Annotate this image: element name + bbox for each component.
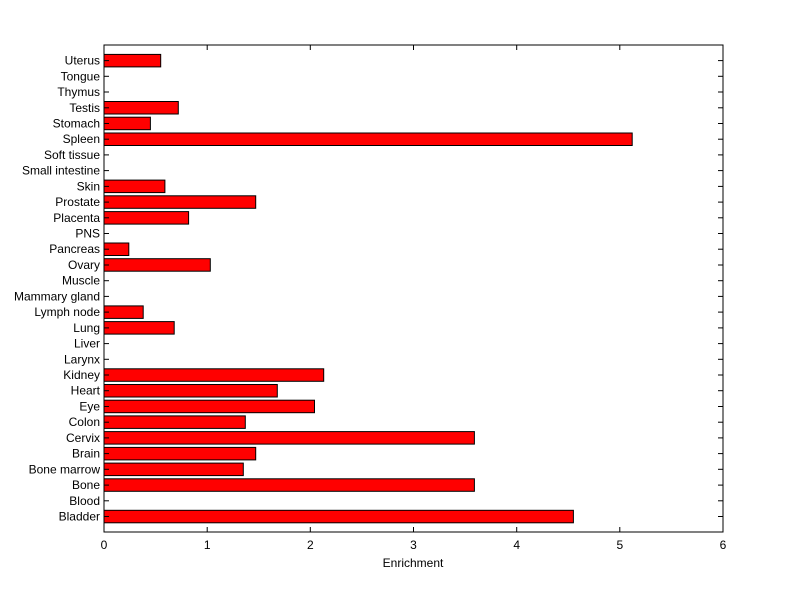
bar-lung <box>103 321 175 335</box>
y-tick-label: Thymus <box>57 85 100 99</box>
y-tick-label: Bone marrow <box>29 462 101 476</box>
y-tick-label: Skin <box>77 179 100 193</box>
y-tick-label: Cervix <box>66 431 100 445</box>
bar-testis <box>103 101 179 115</box>
y-tick-label: Uterus <box>65 54 100 68</box>
y-tick-label: Small intestine <box>22 164 100 178</box>
y-tick-label: Tongue <box>61 69 101 83</box>
bar-spleen <box>103 132 633 146</box>
x-tick-label: 2 <box>307 538 314 552</box>
x-tick-label: 1 <box>204 538 211 552</box>
y-tick-label: Pancreas <box>49 242 100 256</box>
y-tick-label: Brain <box>72 447 100 461</box>
y-tick-label: Stomach <box>53 117 100 131</box>
plot-frame <box>103 44 724 533</box>
x-axis-label: Enrichment <box>383 556 444 570</box>
bar-ovary <box>103 258 211 272</box>
ticks-layer <box>103 45 724 532</box>
bar-bladder <box>103 509 574 524</box>
bar-uterus <box>103 53 162 68</box>
bar-stomach <box>103 116 151 131</box>
y-tick-label: Blood <box>69 494 100 508</box>
y-tick-label: Larynx <box>64 352 100 366</box>
x-tick-label: 4 <box>513 538 520 552</box>
x-tick-label: 6 <box>720 538 727 552</box>
bars-layer <box>103 53 633 524</box>
y-tick-label: Colon <box>69 415 100 429</box>
y-tick-label: Eye <box>79 400 100 414</box>
bar-cervix <box>103 431 475 445</box>
bar-heart <box>103 384 278 398</box>
y-tick-label: Testis <box>69 101 100 115</box>
y-tick-label: Lymph node <box>34 305 100 319</box>
y-tick-label: Lung <box>73 321 100 335</box>
bar-eye <box>103 399 315 414</box>
y-tick-label: Prostate <box>55 195 100 209</box>
y-tick-label: Placenta <box>53 211 100 225</box>
bar-lymph-node <box>103 305 144 319</box>
x-tick-label: 5 <box>616 538 623 552</box>
y-tick-label: Spleen <box>63 132 100 146</box>
x-tick-label: 0 <box>101 538 108 552</box>
y-tick-label: Mammary gland <box>14 289 100 303</box>
bar-colon <box>103 415 246 429</box>
bar-skin <box>103 179 166 194</box>
y-tick-label: Kidney <box>63 368 100 382</box>
bar-prostate <box>103 195 257 209</box>
bar-kidney <box>103 368 325 382</box>
y-tick-label: PNS <box>75 227 100 241</box>
bar-bone-marrow <box>103 462 244 477</box>
y-tick-label: Bone <box>72 478 100 492</box>
bar-placenta <box>103 211 190 225</box>
bar-brain <box>103 446 257 461</box>
y-tick-label: Bladder <box>59 510 100 524</box>
y-tick-label: Ovary <box>68 258 100 272</box>
y-tick-label: Soft tissue <box>44 148 100 162</box>
y-tick-label: Muscle <box>62 274 100 288</box>
bar-bone <box>103 478 475 492</box>
y-tick-label: Heart <box>71 384 101 398</box>
y-tick-label: Liver <box>74 337 100 351</box>
x-tick-label: 3 <box>410 538 417 552</box>
